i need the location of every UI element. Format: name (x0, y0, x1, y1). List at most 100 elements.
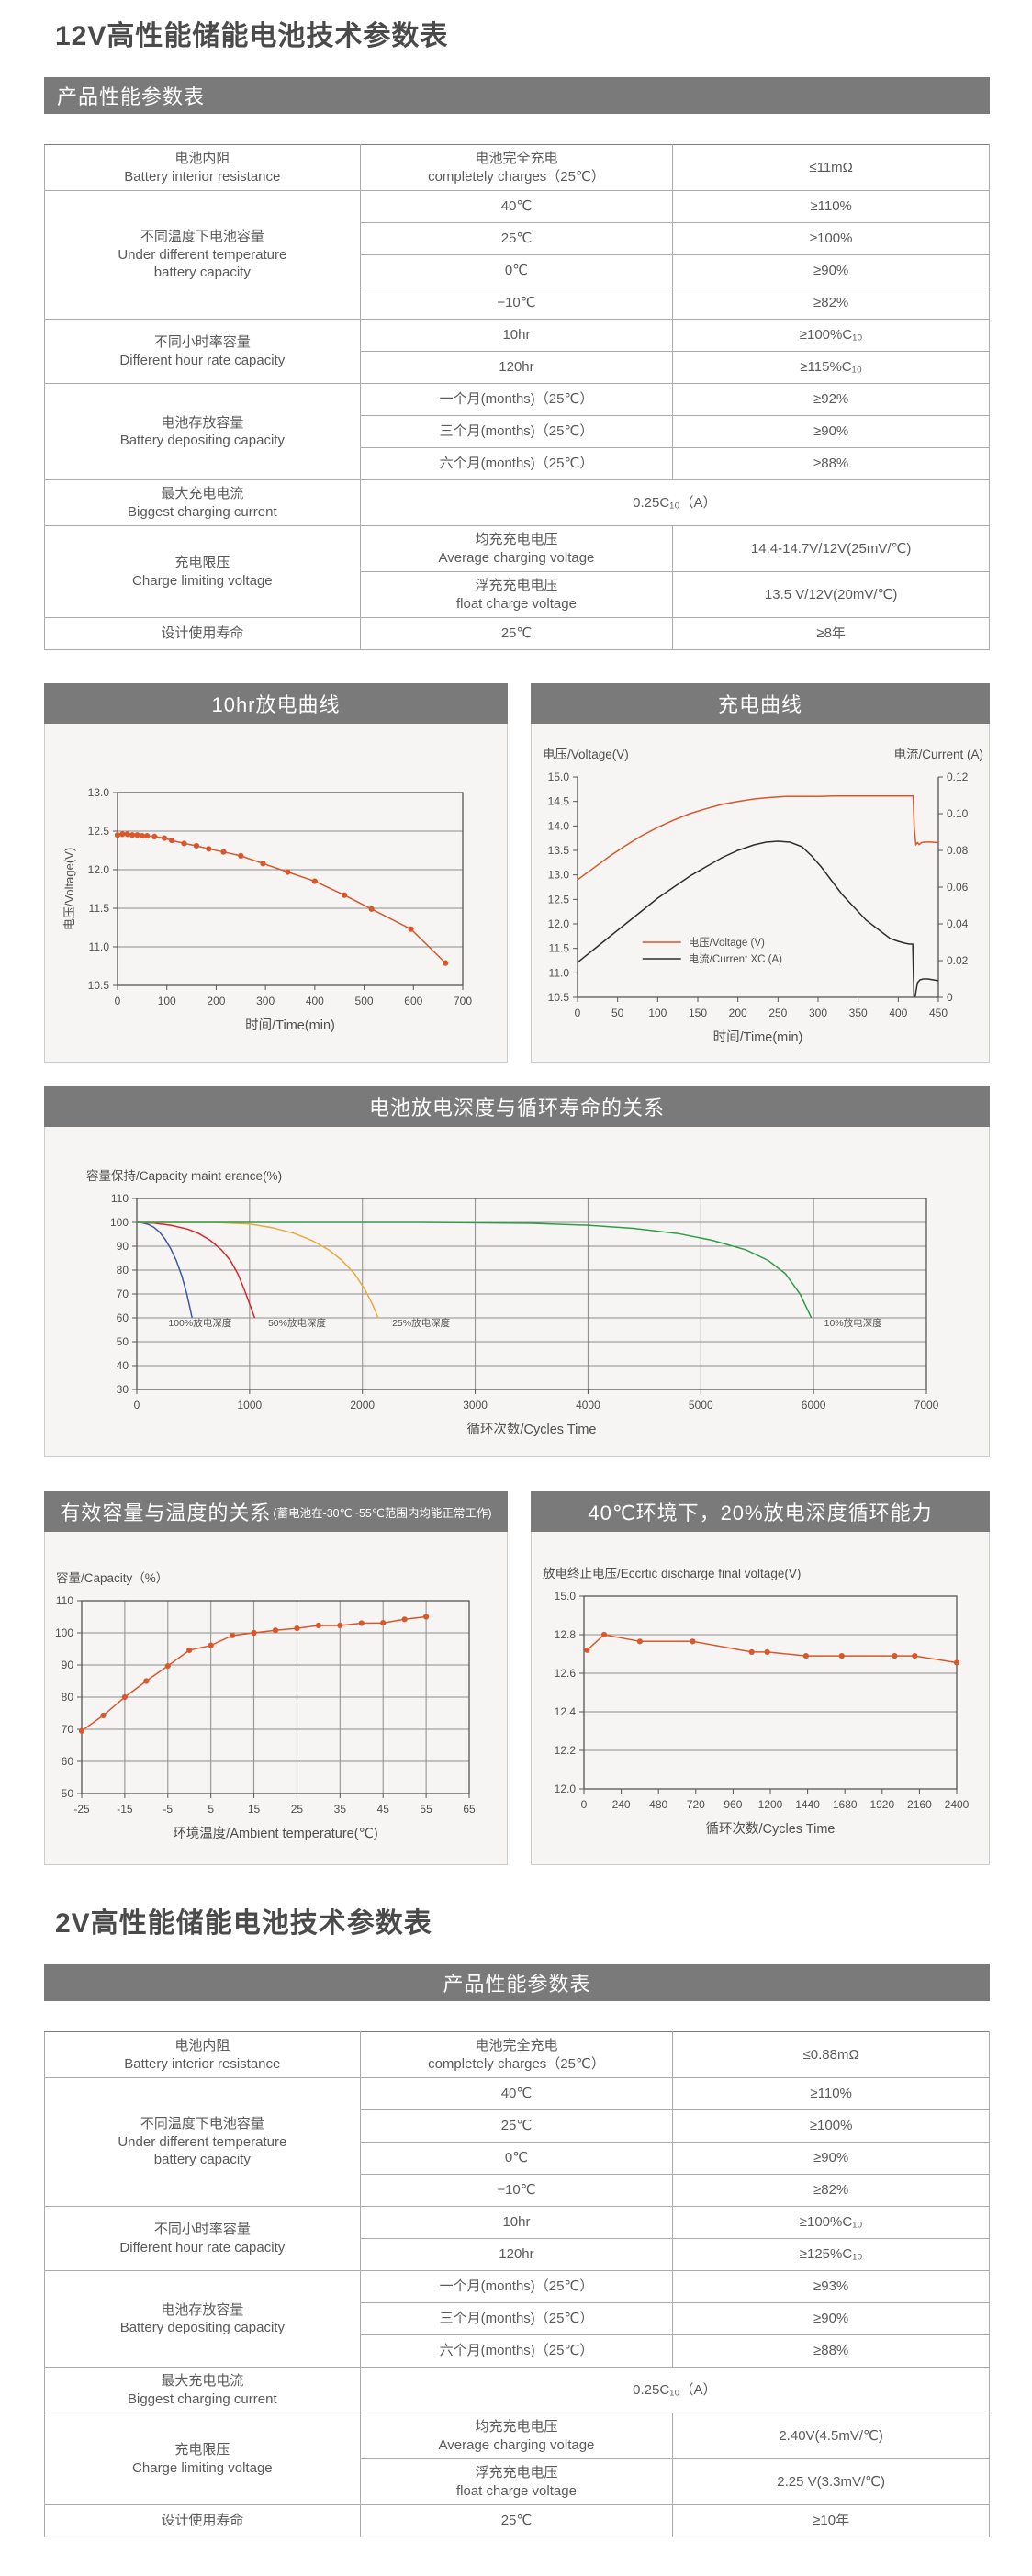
chart-title-bar: 有效容量与温度的关系 (蓄电池在-30℃~55℃范围内均能正常工作) (44, 1491, 508, 1532)
y2-tick-label: 0.10 (947, 807, 969, 820)
x-tick-label: 4000 (576, 1399, 600, 1412)
spec-row: 不同温度下电池容量 Under different temperature batt… (44, 2077, 990, 2207)
data-point (144, 832, 151, 839)
spec-value-cell: 13.5 V/12V(20mV/℃) (672, 571, 990, 618)
spec-label-cell: 电池内阻 Battery interior resistance (44, 144, 361, 191)
x-tick-label: 480 (649, 1798, 667, 1811)
spec-row: 不同小时率容量 Different hour rate capacity 10hr ≥… (44, 319, 990, 384)
y-tick-label: 70 (117, 1288, 129, 1300)
x-tick-label: 5000 (689, 1399, 713, 1412)
data-point (423, 1614, 430, 1620)
x-tick-label: 720 (687, 1798, 705, 1811)
chart-title: 10hr放电曲线 (211, 693, 341, 716)
data-point (443, 960, 449, 966)
chart-title-bar: 电池放电深度与循环寿命的关系 (44, 1086, 990, 1127)
spec-condition-cell: 25℃ (359, 2504, 674, 2537)
spec-label-cell: 不同小时率容量 Different hour rate capacity (44, 2206, 361, 2271)
y-tick-label: 15.0 (555, 1590, 577, 1603)
spec-row: 最大充电电流 Biggest charging current 0.25C₁₀（A） (44, 2367, 991, 2413)
data-point (294, 1625, 300, 1632)
cell-line: 不同温度下电池容量 (140, 2116, 264, 2132)
x-tick-label: -15 (117, 1803, 133, 1816)
cell-line: 不同小时率容量 (153, 2222, 251, 2237)
spec-row: 六个月(months)（25℃） ≥88% (45, 2334, 990, 2368)
spec-condition-cell: 40℃ (359, 2077, 674, 2110)
y-tick-label: 11.0 (89, 940, 110, 953)
spec-value-cell: ≥90% (672, 2142, 990, 2175)
spec-label-cell: 充电限压 Charge limiting voltage (44, 2413, 361, 2505)
chart-plot-area: -25 -15 -5 5 15 25 35 45 55 65 50 60 70 80 90 100 110 环境温… (44, 1532, 508, 1865)
cell-line: 三个月(months)（25℃） (439, 423, 594, 440)
data-point (380, 1620, 387, 1626)
cell-line: −10℃ (497, 2182, 536, 2199)
section-header-12v: 产品性能参数表 (44, 77, 990, 114)
x-tick-label: 300 (256, 995, 275, 1007)
chart-plot-area: 0 100 200 300 400 500 600 700 10.5 11.0 11.5 12.0 12… (44, 724, 508, 1063)
spec-table-12v: 电池内阻 Battery interior resistance 电池完全充电 com… (44, 144, 991, 650)
chart-plot-area: 0 240 480 720 960 1200 1440 1680 1920 2160 2400 12.… (531, 1532, 990, 1865)
spec-value-cell: 0.25C₁₀（A） (359, 2367, 991, 2413)
x-tick-label: 35 (334, 1803, 347, 1816)
data-point (802, 1653, 810, 1659)
spec-label-cell: 设计使用寿命 (44, 617, 361, 650)
y-axis-label: 容量/Capacity（%） (56, 1570, 168, 1585)
y-tick-label: 80 (62, 1691, 74, 1704)
x-tick-label: 2160 (907, 1798, 932, 1811)
cell-line: Different hour rate capacity (119, 2239, 286, 2255)
spec-value-cell: ≥100% (672, 222, 990, 255)
cell-line: 25℃ (500, 625, 533, 642)
y-tick-label: 12.6 (555, 1667, 577, 1680)
x-tick-label: 200 (729, 1007, 747, 1019)
spec-table-2v: 电池内阻 Battery interior resistance 电池完全充电 com… (44, 2031, 991, 2537)
legend-label: 电压/Voltage (V) (689, 937, 765, 949)
x-axis-label: 环境温度/Ambient temperature(℃) (173, 1825, 377, 1841)
x-tick-label: 200 (207, 995, 225, 1007)
plot-frame (583, 1595, 958, 1790)
data-point (337, 1622, 343, 1629)
cell-line: 均充充电电压 (475, 2419, 558, 2435)
y2-tick-label: 0 (947, 991, 953, 1004)
data-point (401, 1616, 408, 1623)
cell-line: 25℃ (500, 231, 533, 247)
spec-label-cell: 设计使用寿命 (44, 2504, 361, 2537)
chart-capacity-vs-temperature: 有效容量与温度的关系 (蓄电池在-30℃~55℃范围内均能正常工作) -25 -1… (44, 1491, 508, 1865)
cell-line: 电池内阻 (174, 151, 230, 166)
chart-dod20-cycle-40c: 40℃环境下，20%放电深度循环能力 0 240 480 720 960 1200 1440… (531, 1491, 990, 1865)
data-point (206, 846, 212, 852)
x-tick-label: 15 (248, 1803, 261, 1816)
x-tick-label: 2000 (350, 1399, 375, 1412)
cell-line: Charge limiting voltage (132, 572, 273, 589)
spec-label-cell: 电池存放容量 Battery depositing capacity (44, 383, 361, 480)
x-tick-label: 55 (420, 1803, 432, 1816)
spec-condition-cell: 25℃ (359, 2109, 674, 2143)
curve-annotation: 50%放电深度 (268, 1317, 327, 1329)
y-tick-label: 12.5 (548, 893, 570, 906)
y2-tick-label: 0.08 (947, 844, 969, 857)
data-point (251, 1629, 257, 1637)
data-point (186, 1647, 193, 1653)
chart-title: 充电曲线 (717, 693, 802, 716)
x-tick-label: 400 (306, 995, 324, 1007)
cell-line: 一个月(months)（25℃） (439, 2278, 594, 2295)
spec-row: 不同小时率容量 Different hour rate capacity 10hr ≥… (44, 2206, 990, 2271)
x-tick-label: 500 (355, 995, 374, 1007)
chart-title-bar: 40℃环境下，20%放电深度循环能力 (531, 1491, 990, 1532)
data-point (168, 837, 175, 844)
spec-row: 不同温度下电池容量 Under different temperature batt… (44, 190, 990, 320)
x-tick-label: 7000 (914, 1399, 939, 1412)
x-tick-label: 6000 (802, 1399, 826, 1412)
spec-label-cell: 电池存放容量 Battery depositing capacity (44, 2270, 361, 2368)
spec-value-cell: ≥110% (672, 190, 990, 223)
x-tick-label: 1000 (238, 1399, 263, 1412)
section-header-2v-label: 产品性能参数表 (443, 1973, 591, 1996)
cell-line: 三个月(months)（25℃） (439, 2311, 594, 2327)
spec-condition-cell: 0℃ (359, 2142, 674, 2175)
y-tick-label: 40 (117, 1359, 129, 1372)
cell-line: Battery depositing capacity (119, 433, 285, 448)
cell-line: 0℃ (504, 263, 529, 279)
spec-condition-cell: 一个月(months)（25℃） (359, 2270, 674, 2303)
x-axis-label: 时间/Time(min) (713, 1029, 803, 1045)
spec-label-cell: 不同温度下电池容量 Under different temperature batt… (44, 2077, 361, 2207)
curve-annotation: 25%放电深度 (392, 1317, 451, 1329)
